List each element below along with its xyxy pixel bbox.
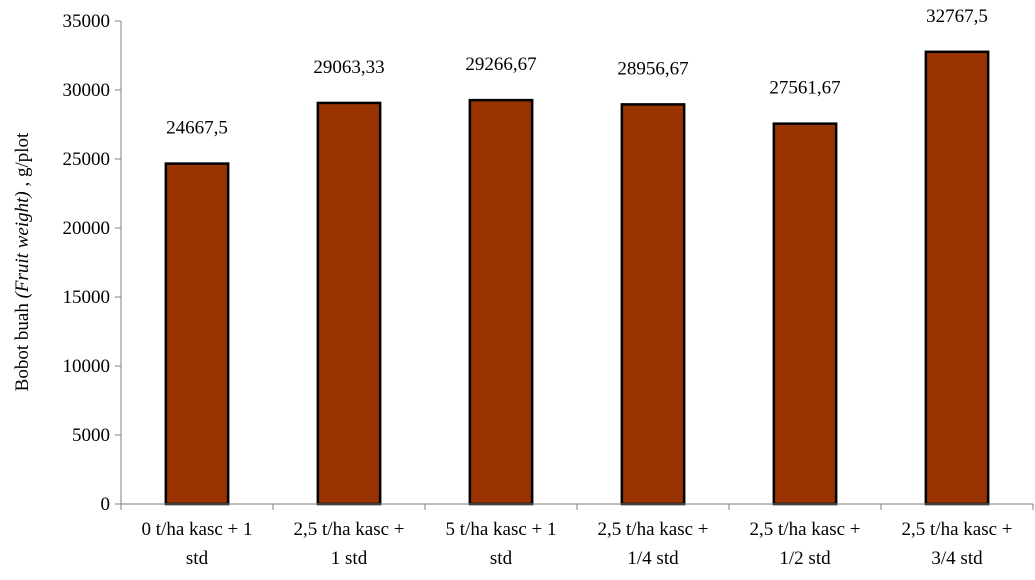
data-label-2: 29266,67 — [465, 54, 536, 75]
x-axis-ticks: 0 t/ha kasc + 1 std 2,5 t/ha kasc + 1 std 5 … — [120, 504, 1034, 569]
y-axis-title-suffix: , g/plot — [12, 132, 33, 187]
bar-2 — [468, 98, 534, 506]
category-label-4-line-0: 2,5 t/ha kasc + — [750, 519, 861, 540]
axes — [120, 21, 1033, 505]
category-label-3: 2,5 t/ha kasc + 1/4 std — [598, 519, 709, 569]
y-axis-title-group: Bobot buah (Fruit weight) , g/plot — [12, 132, 33, 391]
y-tick-label-5: 25000 — [63, 149, 111, 170]
y-tick-label-6: 30000 — [63, 80, 111, 101]
category-label-3-line-0: 2,5 t/ha kasc + — [598, 519, 709, 540]
category-label-0: 0 t/ha kasc + 1 std — [142, 519, 253, 569]
y-tick-label-4: 20000 — [63, 218, 111, 239]
bar-1 — [316, 101, 382, 506]
bar-3 — [620, 103, 686, 506]
category-label-2-line-1: std — [490, 548, 513, 569]
y-axis-title: Bobot buah (Fruit weight) , g/plot — [12, 132, 33, 391]
category-label-1-line-1: 1 std — [331, 548, 368, 569]
category-label-4: 2,5 t/ha kasc + 1/2 std — [750, 519, 861, 569]
data-label-1: 29063,33 — [313, 57, 384, 78]
category-label-5: 2,5 t/ha kasc + 3/4 std — [902, 519, 1013, 569]
category-label-4-line-1: 1/2 std — [779, 548, 831, 569]
y-tick-label-0: 0 — [101, 494, 111, 515]
bar-5 — [924, 50, 990, 506]
data-labels: 24667,5 29063,33 29266,67 28956,67 27561,67 3… — [166, 6, 988, 139]
y-axis-title-prefix: Bobot buah — [12, 298, 33, 391]
bars — [164, 50, 990, 506]
category-label-2-line-0: 5 t/ha kasc + 1 — [446, 519, 557, 540]
y-axis-title-italic: (Fruit weight) — [12, 191, 33, 298]
category-label-0-line-0: 0 t/ha kasc + 1 — [142, 519, 253, 540]
category-label-0-line-1: std — [186, 548, 209, 569]
category-label-1-line-0: 2,5 t/ha kasc + — [294, 519, 405, 540]
data-label-4: 27561,67 — [769, 78, 840, 99]
y-tick-label-2: 10000 — [63, 356, 111, 377]
data-label-3: 28956,67 — [617, 58, 688, 79]
category-label-5-line-0: 2,5 t/ha kasc + — [902, 519, 1013, 540]
data-label-0: 24667,5 — [166, 118, 228, 139]
bar-4 — [772, 122, 838, 506]
data-label-5: 32767,5 — [926, 6, 988, 27]
category-label-2: 5 t/ha kasc + 1 std — [446, 519, 557, 569]
bar-0 — [164, 162, 230, 506]
category-label-5-line-1: 3/4 std — [931, 548, 983, 569]
y-tick-label-3: 15000 — [63, 287, 111, 308]
category-label-3-line-1: 1/4 std — [627, 548, 679, 569]
y-axis-ticks: 0 5000 10000 15000 20000 25000 30000 35000 — [63, 11, 121, 515]
y-tick-label-7: 35000 — [63, 11, 111, 32]
category-label-1: 2,5 t/ha kasc + 1 std — [294, 519, 405, 569]
y-tick-label-1: 5000 — [72, 425, 110, 446]
